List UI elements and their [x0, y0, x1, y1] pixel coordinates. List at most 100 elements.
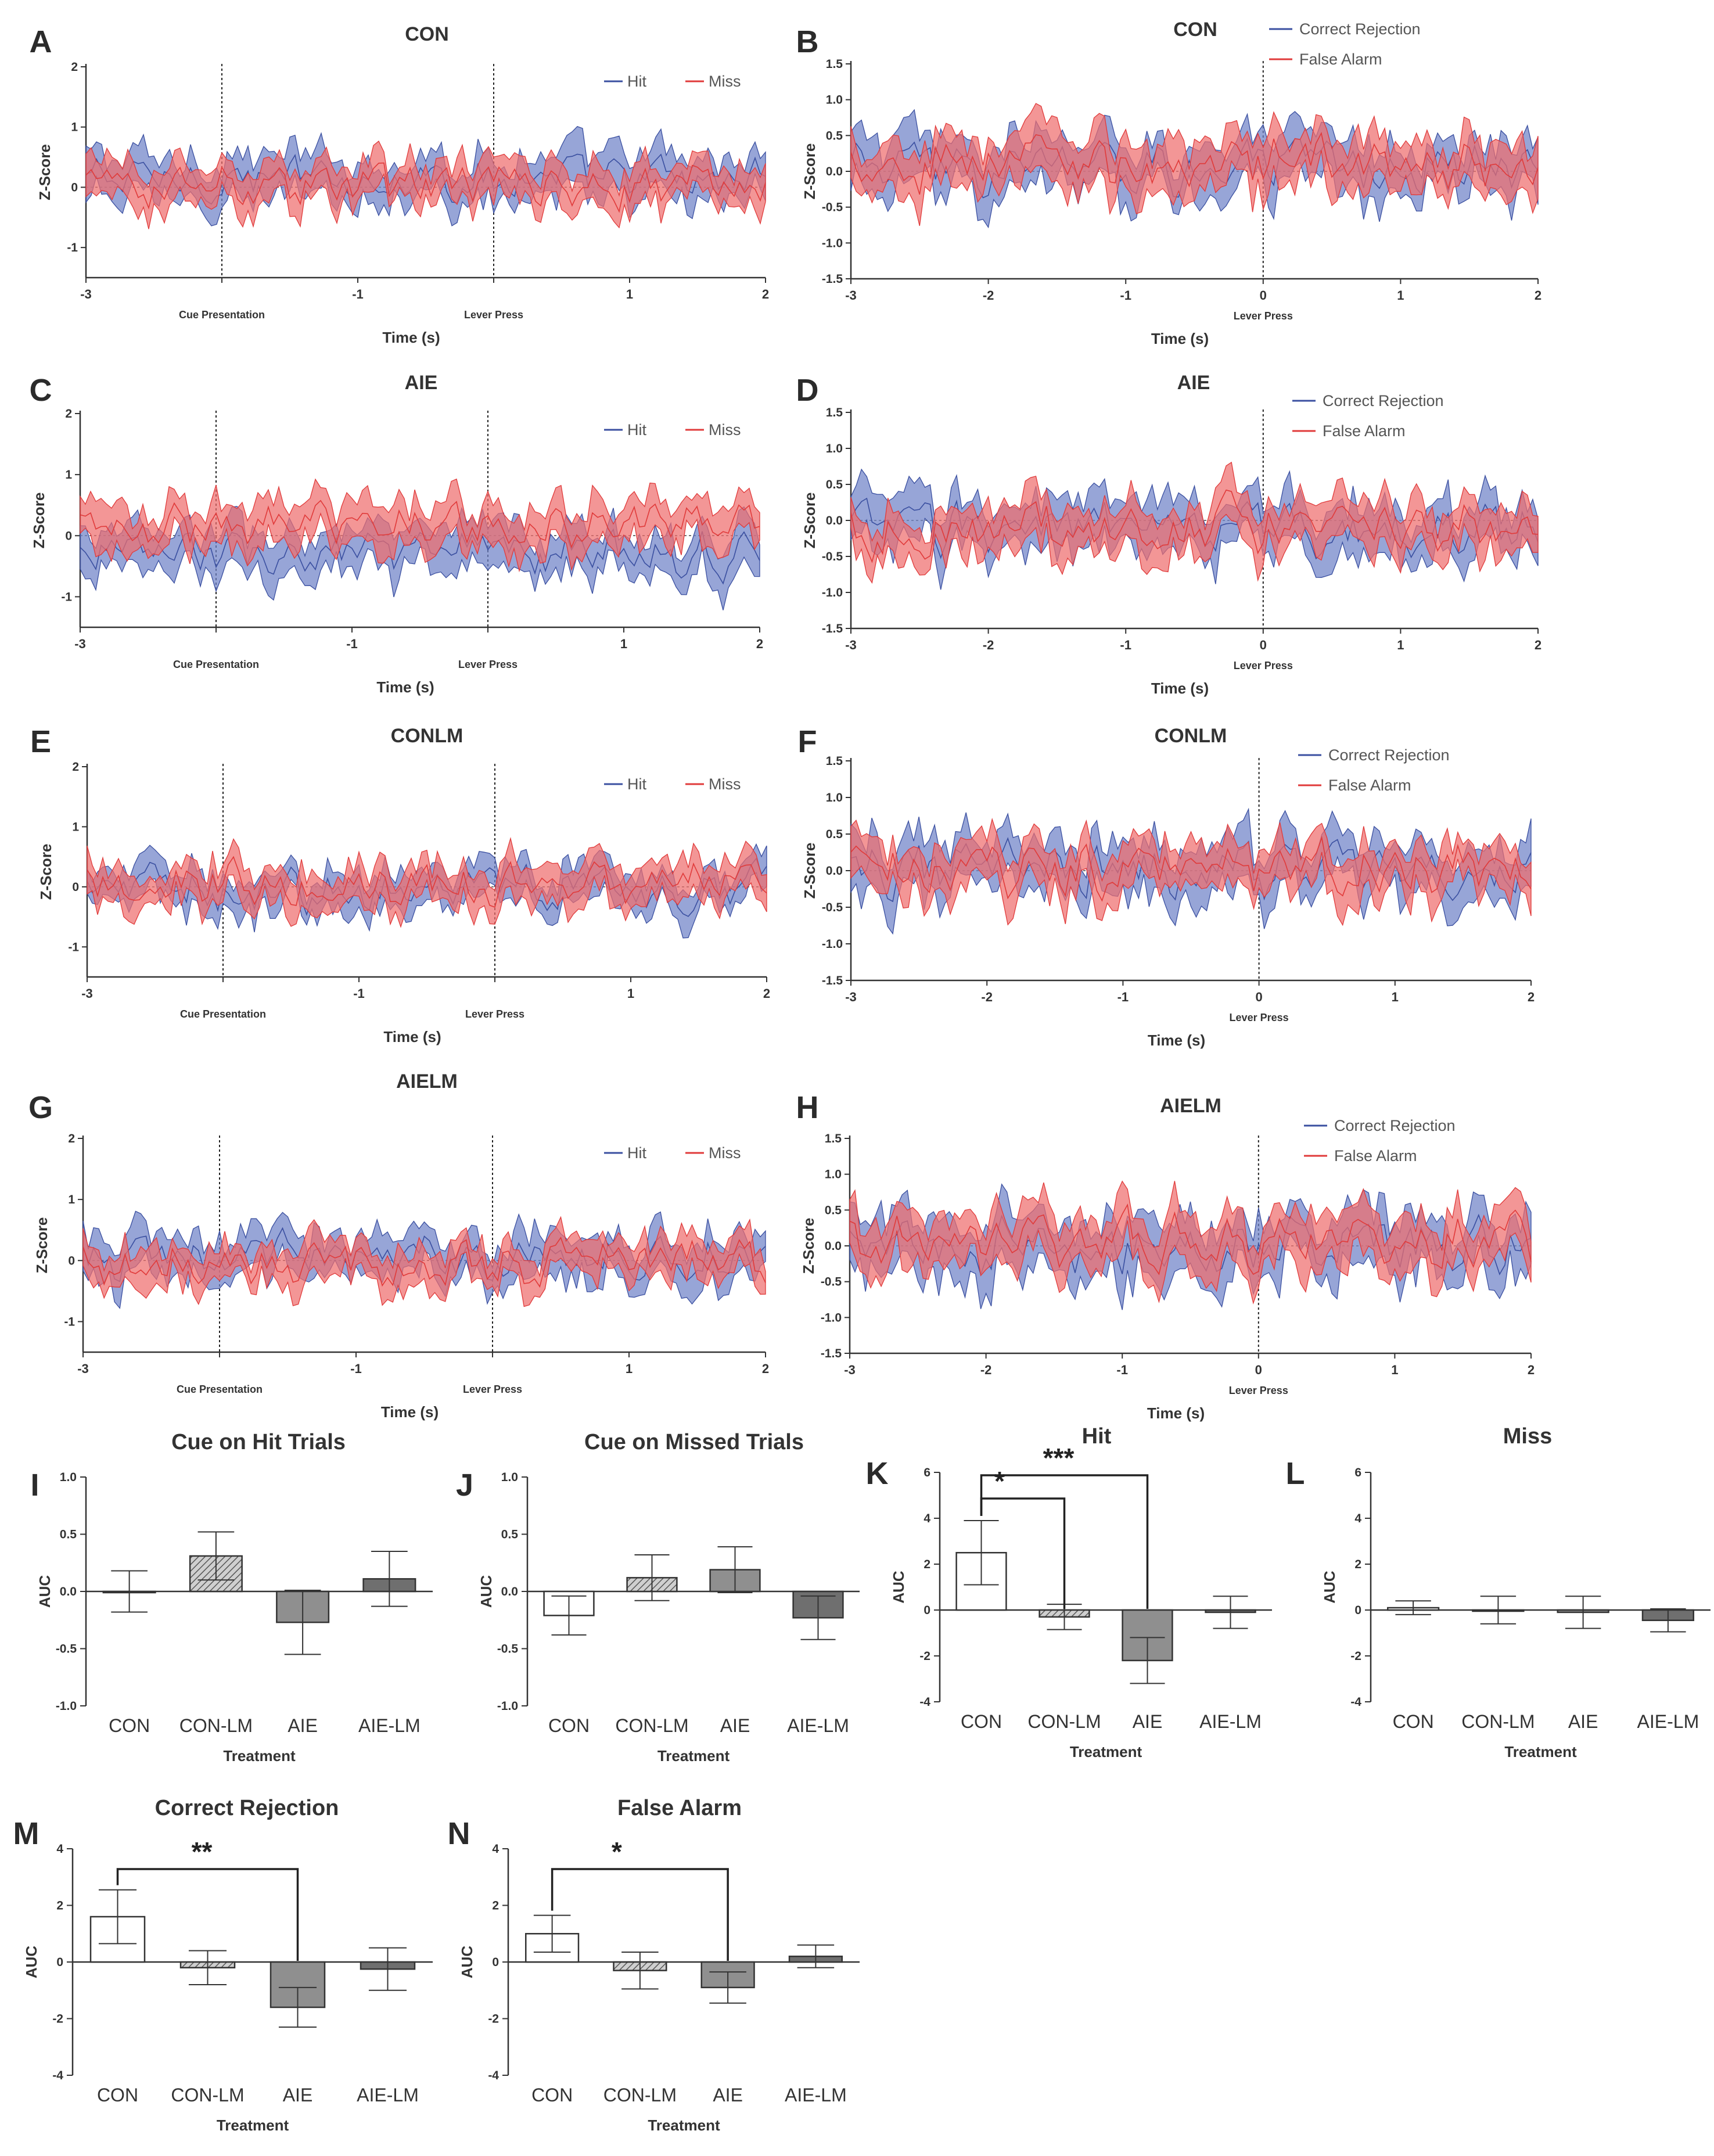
- category-label: AIE: [1568, 1711, 1598, 1732]
- x-tick-label: 2: [1535, 288, 1541, 303]
- sem-band-red: [87, 837, 767, 928]
- y-tick-label: 0: [72, 881, 79, 894]
- y-tick-label: -1: [64, 1315, 75, 1328]
- legend-label: Miss: [709, 1144, 741, 1162]
- x-axis-label: Treatment: [657, 1747, 730, 1765]
- y-tick-label: -2: [919, 1650, 930, 1663]
- category-label: CON: [961, 1711, 1002, 1732]
- x-tick-label: 2: [762, 287, 769, 301]
- y-tick-label: -1.5: [822, 622, 843, 635]
- category-label: AIE: [720, 1715, 750, 1736]
- x-tick-label: 0: [1260, 638, 1267, 652]
- event-label: Lever Press: [1230, 1012, 1289, 1023]
- y-tick-label: 1.5: [826, 406, 843, 419]
- x-tick-label: -1: [352, 287, 364, 301]
- x-tick-label: 0: [1255, 1363, 1262, 1377]
- y-tick-label: 0: [924, 1604, 930, 1617]
- significance-label: *: [994, 1466, 1005, 1496]
- category-label: CON: [97, 2085, 138, 2105]
- x-axis-label: Time (s): [381, 1403, 439, 1421]
- x-tick-label: 1: [1391, 1363, 1398, 1377]
- y-axis-label: AUC: [477, 1575, 495, 1608]
- y-tick-label: -1: [61, 590, 72, 603]
- y-axis-label: Z-Score: [801, 843, 818, 899]
- x-tick-label: -3: [77, 1361, 89, 1376]
- y-tick-label: 1: [71, 121, 78, 134]
- y-axis-label: Z-Score: [37, 844, 55, 900]
- panel-title: Cue on Hit Trials: [171, 1430, 346, 1454]
- y-axis-label: AUC: [458, 1946, 476, 1979]
- mean-trace-red: [85, 162, 766, 213]
- y-tick-label: -1.5: [821, 1347, 842, 1360]
- x-tick-label: 0: [1255, 990, 1262, 1004]
- significance-bracket: [551, 1868, 729, 1961]
- x-tick-label: -3: [845, 990, 857, 1004]
- y-tick-label: -1.5: [822, 272, 843, 286]
- legend-label: False Alarm: [1334, 1147, 1417, 1165]
- category-label: CON: [531, 2085, 573, 2105]
- category-label: AIE-LM: [1199, 1711, 1262, 1732]
- y-tick-label: 1.0: [501, 1471, 518, 1484]
- y-tick-label: -1.0: [822, 586, 843, 599]
- y-tick-label: -4: [919, 1695, 930, 1709]
- x-tick-label: 1: [626, 287, 633, 301]
- category-label: AIE: [713, 2085, 743, 2105]
- panel-letter: H: [796, 1090, 819, 1125]
- y-tick-label: -4: [488, 2069, 499, 2082]
- significance-label: ***: [1043, 1443, 1075, 1473]
- x-tick-label: 1: [1397, 288, 1404, 303]
- event-label: Lever Press: [465, 1008, 524, 1020]
- event-label: Cue Presentation: [180, 1008, 266, 1020]
- x-tick-label: 1: [627, 986, 634, 1001]
- panel-letter: G: [28, 1090, 53, 1125]
- event-label: Cue Presentation: [173, 659, 259, 670]
- category-label: AIE: [1133, 1711, 1163, 1732]
- y-axis-label: AUC: [23, 1946, 40, 1979]
- y-tick-label: 2: [71, 60, 78, 74]
- legend-label: Correct Rejection: [1334, 1117, 1456, 1134]
- mean-trace-red: [849, 1203, 1532, 1275]
- y-axis-label: Z-Score: [36, 144, 53, 200]
- y-tick-label: 2: [492, 1899, 499, 1913]
- x-tick-label: 2: [1528, 1363, 1535, 1377]
- legend-label: Correct Rejection: [1323, 392, 1444, 409]
- x-axis-label: Time (s): [383, 1028, 441, 1045]
- event-label: Cue Presentation: [177, 1384, 263, 1395]
- panel-title: Miss: [1503, 1424, 1552, 1449]
- panel-title: CONLM: [391, 725, 463, 747]
- y-tick-label: -4: [52, 2069, 63, 2082]
- y-tick-label: 0.5: [826, 478, 843, 491]
- event-label: Lever Press: [1234, 310, 1293, 322]
- y-tick-label: 1.0: [826, 791, 843, 804]
- panel-title: AIELM: [396, 1070, 458, 1093]
- panel-letter: B: [796, 24, 819, 59]
- y-tick-label: 1: [65, 468, 72, 481]
- category-label: AIE-LM: [785, 2085, 847, 2105]
- y-tick-label: 0.5: [825, 1203, 842, 1217]
- x-tick-label: 1: [1392, 990, 1399, 1004]
- category-label: CON-LM: [171, 2085, 244, 2105]
- y-tick-label: -0.5: [497, 1643, 519, 1656]
- legend-label: Miss: [709, 73, 741, 90]
- panel-letter: F: [798, 724, 817, 759]
- y-tick-label: 1.5: [825, 1132, 842, 1145]
- y-tick-label: 1.0: [60, 1471, 77, 1484]
- x-axis-label: Treatment: [648, 2117, 720, 2134]
- legend-label: Hit: [627, 1144, 646, 1162]
- y-tick-label: -1.5: [822, 974, 843, 987]
- category-label: CON-LM: [603, 2085, 677, 2105]
- y-axis-label: Z-Score: [801, 493, 818, 549]
- y-tick-label: 1: [72, 820, 79, 833]
- x-tick-label: -3: [81, 986, 93, 1001]
- x-axis-label: Treatment: [223, 1747, 296, 1765]
- y-tick-label: 2: [924, 1558, 930, 1571]
- y-tick-label: 0.5: [826, 828, 843, 841]
- x-tick-label: 0: [1260, 288, 1267, 303]
- event-label: Lever Press: [458, 659, 518, 670]
- panel-letter: J: [456, 1468, 473, 1503]
- x-tick-label: 2: [763, 986, 770, 1001]
- y-tick-label: -0.5: [822, 201, 843, 214]
- y-tick-label: 0.0: [501, 1585, 518, 1598]
- sem-band-red: [850, 103, 1539, 226]
- panel-letter: L: [1286, 1456, 1305, 1491]
